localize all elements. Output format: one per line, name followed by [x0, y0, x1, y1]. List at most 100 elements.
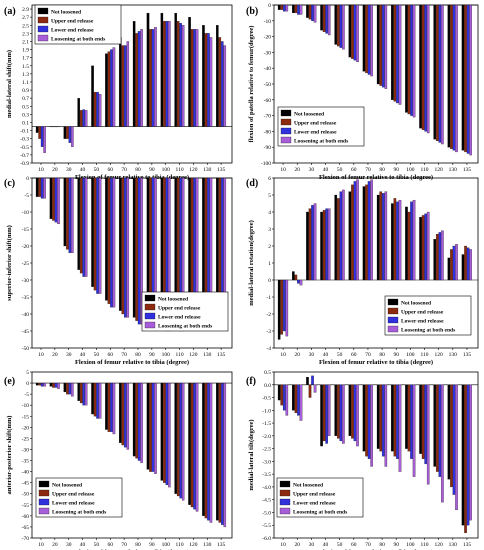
legend-entry: Upper end release	[51, 19, 94, 25]
y-tick-label: -60	[22, 514, 30, 520]
bar-135-series-2	[464, 384, 467, 534]
bar-110-series-1	[419, 216, 422, 281]
y-tick-label: 1.3	[22, 72, 29, 78]
bar-50-series-4	[98, 382, 102, 419]
bar-135-series-3	[221, 382, 224, 525]
bar-90-series-4	[398, 4, 402, 105]
bar-10-series-3	[40, 382, 44, 387]
bar-20-series-2	[294, 4, 298, 14]
y-tick-label: 1.1	[22, 80, 29, 86]
bar-80-series-1	[132, 21, 136, 127]
bar-130-series-3	[452, 245, 456, 281]
bar-30-series-1	[306, 4, 309, 18]
bar-10-series-2	[280, 279, 284, 335]
bar-135-series-4	[469, 384, 472, 521]
x-tick-label: 120	[435, 167, 444, 173]
bar-80-series-3	[137, 382, 141, 461]
bar-60-series-3	[110, 49, 113, 127]
bar-40-series-2	[322, 210, 326, 281]
bar-130-series-4	[455, 384, 458, 511]
bar-40-series-3	[82, 382, 85, 406]
x-tick-label: 90	[149, 167, 155, 173]
y-tick-label: -70	[264, 114, 272, 120]
bar-10-series-2	[38, 177, 41, 197]
bar-40-series-3	[82, 109, 85, 127]
x-tick-label: 30	[309, 542, 315, 548]
bar-80-series-3	[381, 384, 385, 457]
bar-90-series-3	[151, 29, 155, 127]
bar-100-series-1	[405, 4, 408, 113]
bar-130-series-2	[450, 384, 453, 488]
y-tick-label: 4	[268, 210, 271, 216]
bar-110-series-1	[174, 12, 177, 127]
bar-120-series-3	[193, 382, 196, 510]
x-tick-label: 10	[38, 352, 44, 358]
bar-110-series-3	[179, 382, 182, 499]
y-axis-label: medial-lateral tilt(degree)	[248, 419, 255, 490]
x-tick-label: 110	[176, 167, 184, 173]
bar-135-series-1	[461, 384, 465, 526]
bar-60-series-4	[112, 177, 116, 308]
bar-130-series-4	[209, 382, 213, 523]
panel-label: (c)	[4, 178, 15, 189]
legend-swatch	[37, 25, 49, 33]
legend-box	[35, 477, 123, 518]
legend-entry: Lower end release	[51, 28, 94, 34]
y-tick-label: -30	[22, 278, 30, 284]
x-tick-label: 40	[323, 542, 329, 548]
bar-80-series-3	[137, 177, 141, 325]
x-tick-label: 20	[52, 352, 58, 358]
y-tick-label: 2.1	[22, 39, 29, 45]
x-tick-label: 130	[203, 542, 212, 548]
bar-120-series-2	[190, 29, 194, 127]
bar-20-series-4	[57, 177, 60, 225]
bar-30-series-4	[313, 4, 317, 23]
y-tick-label: -0.5	[262, 396, 271, 402]
legend-entry: Upper end release	[158, 306, 201, 312]
x-tick-label: 30	[66, 542, 72, 548]
y-tick-label: -40	[264, 66, 272, 72]
bar-30-series-2	[66, 382, 69, 395]
x-tick-label: 60	[351, 542, 357, 548]
bar-120-series-2	[435, 384, 439, 472]
y-tick-label: -35	[22, 459, 30, 465]
x-tick-label: 20	[294, 352, 300, 358]
x-tick-label: 30	[66, 167, 72, 173]
legend-swatch	[280, 118, 292, 126]
bar-50-series-4	[342, 189, 345, 281]
y-tick-label: 0.5	[264, 370, 271, 376]
panel-label: (b)	[246, 6, 258, 17]
legend-swatch	[38, 489, 50, 497]
bar-60-series-1	[348, 191, 352, 281]
y-tick-label: 1	[268, 261, 271, 267]
chart-panel-3: 0 -5 -10 -15 -20 -25 -30 -35 -40 -45 -50 10 20 30 40 50…	[4, 176, 233, 366]
bar-70-series-1	[362, 186, 366, 281]
y-tick-label: 0	[268, 3, 271, 9]
bar-60-series-4	[112, 47, 116, 127]
bar-80-series-1	[132, 177, 136, 318]
x-tick-label: 80	[135, 352, 141, 358]
bar-80-series-2	[135, 33, 138, 127]
bar-30-series-1	[63, 177, 67, 247]
legend-entry: Upper end release	[401, 310, 444, 316]
bar-135-series-4	[223, 177, 227, 311]
x-tick-label: 40	[323, 352, 329, 358]
bar-40-series-1	[320, 384, 323, 447]
bar-20-series-1	[292, 271, 295, 281]
y-tick-label: -5	[24, 193, 29, 199]
legend-entry: Loosening at both ends	[294, 139, 348, 145]
bar-120-series-1	[433, 384, 437, 467]
bar-100-series-3	[165, 382, 169, 486]
bar-70-series-2	[121, 177, 125, 315]
bar-90-series-2	[393, 384, 397, 457]
bar-50-series-1	[334, 194, 338, 281]
bar-135-series-2	[218, 177, 222, 308]
bar-100-series-2	[163, 382, 166, 483]
y-tick-label: -25	[22, 436, 30, 442]
x-tick-label: 30	[309, 352, 315, 358]
x-tick-label: 20	[52, 167, 58, 173]
x-tick-label: 70	[121, 542, 127, 548]
bar-130-series-1	[202, 25, 205, 127]
x-tick-label: 135	[217, 167, 226, 173]
bar-50-series-2	[93, 177, 97, 291]
